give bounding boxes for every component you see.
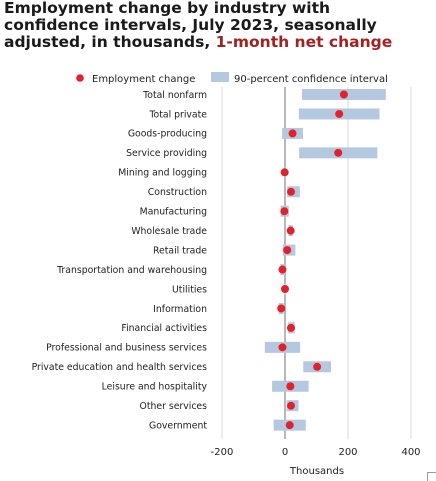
chart-title: Employment change by industry with confi…: [4, 0, 430, 51]
confidence-intervals: [264, 89, 386, 431]
employment-change-point: [281, 285, 289, 293]
category-label: Construction: [148, 187, 207, 198]
employment-change-point: [286, 226, 295, 235]
employment-change-point: [286, 401, 295, 410]
employment-change-point: [286, 382, 295, 391]
gridlines: [221, 87, 412, 439]
category-label: Government: [149, 420, 207, 431]
employment-change-point: [280, 168, 289, 177]
category-label: Other services: [140, 401, 208, 412]
category-label: Wholesale trade: [131, 226, 207, 237]
employment-change-point: [335, 109, 344, 118]
category-label: Total nonfarm: [142, 90, 207, 101]
legend-interval-swatch: [211, 72, 229, 82]
employment-change-point: [286, 323, 295, 332]
category-label: Retail trade: [153, 245, 207, 256]
x-tick-label: 200: [338, 447, 357, 458]
employment-change-point: [277, 304, 286, 313]
employment-change-point: [278, 343, 287, 352]
category-label: Financial activities: [121, 323, 207, 334]
x-axis-title: Thousands: [289, 466, 344, 477]
category-label: Goods-producing: [128, 129, 207, 140]
employment-change-point: [280, 207, 289, 216]
x-tick-labels: -200 0 200 400: [211, 447, 421, 458]
category-label: Manufacturing: [140, 207, 207, 218]
category-label: Mining and logging: [118, 168, 207, 179]
category-label: Total private: [148, 109, 207, 120]
corner-mark: [427, 472, 436, 481]
legend-point-marker: [76, 74, 84, 82]
x-tick-label: 0: [282, 447, 288, 458]
employment-change-point: [313, 362, 322, 371]
category-label: Service providing: [126, 148, 207, 159]
category-label: Utilities: [172, 284, 207, 295]
chart-title-highlight: 1-month net change: [215, 33, 393, 51]
employment-change-point: [339, 90, 348, 99]
category-label: Transportation and warehousing: [56, 265, 207, 276]
category-label: Professional and business services: [46, 343, 207, 354]
employment-change-point: [285, 421, 294, 430]
legend-point-label: Employment change: [92, 74, 195, 85]
employment-change-point: [334, 148, 343, 157]
x-tick-label: 400: [401, 447, 420, 458]
x-tick-label: -200: [211, 447, 234, 458]
data-points: [277, 90, 348, 430]
employment-change-point: [278, 265, 287, 274]
employment-change-point: [288, 129, 297, 138]
employment-change-point: [283, 246, 292, 255]
category-label: Leisure and hospitality: [102, 382, 208, 393]
category-label: Private education and health services: [32, 362, 208, 373]
category-label: Information: [153, 304, 207, 315]
category-labels: Total nonfarm Total private Goods-producin…: [32, 90, 208, 432]
chart-title-main: Employment change by industry with confi…: [4, 0, 377, 51]
legend-interval-label: 90-percent confidence interval: [234, 74, 388, 85]
employment-change-point: [286, 187, 295, 196]
chart-legend: Employment change 90-percent confidence …: [76, 72, 388, 85]
